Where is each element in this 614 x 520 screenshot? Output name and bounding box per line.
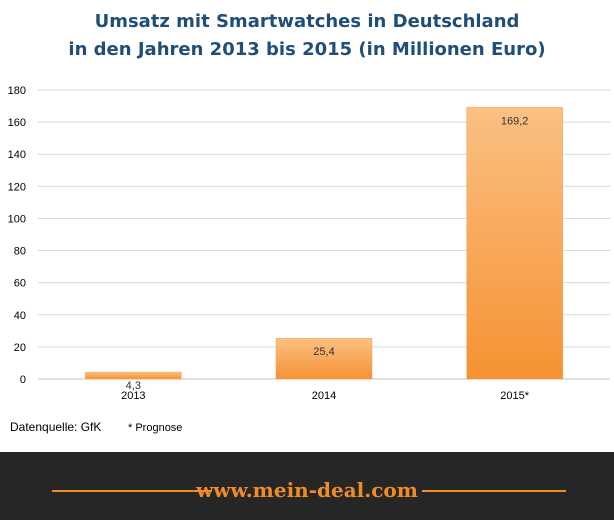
bar-2014 xyxy=(275,337,373,380)
chart-title-line-2: in den Jahren 2013 bis 2015 (in Millione… xyxy=(68,39,546,60)
footer-line-left xyxy=(52,490,212,492)
data-label-2014: 25,4 xyxy=(313,346,334,358)
forecast-note: * Prognose xyxy=(128,422,183,434)
y-tick-label-20: 20 xyxy=(14,342,26,354)
data-source: Datenquelle: GfK xyxy=(10,420,102,434)
bar-2015* xyxy=(466,107,563,380)
y-tick-label-80: 80 xyxy=(14,246,26,258)
y-tick-label-140: 140 xyxy=(8,149,26,161)
y-tick-label-60: 60 xyxy=(14,278,26,290)
y-tick-label-0: 0 xyxy=(20,374,26,386)
y-tick-label-160: 160 xyxy=(8,117,26,129)
data-label-2015*: 169,2 xyxy=(501,115,529,127)
footer-brand: www.mein-deal.com xyxy=(196,478,418,502)
y-tick-label-100: 100 xyxy=(8,213,26,225)
bar-2013 xyxy=(85,371,182,380)
y-tick-label-180: 180 xyxy=(8,85,26,97)
x-tick-label-2014: 2014 xyxy=(312,390,336,402)
x-tick-label-2015*: 2015* xyxy=(500,390,529,402)
data-label-2013: 4,3 xyxy=(126,380,141,392)
footer-banner: www.mein-deal.com xyxy=(0,452,614,520)
chart-title: Umsatz mit Smartwatches in Deutschland i… xyxy=(0,8,614,64)
y-tick-label-120: 120 xyxy=(8,181,26,193)
footer-line-right xyxy=(422,490,566,492)
y-tick-label-40: 40 xyxy=(14,310,26,322)
x-tick-label-2013: 2013 xyxy=(121,390,145,402)
chart-title-line-1: Umsatz mit Smartwatches in Deutschland xyxy=(94,11,520,32)
